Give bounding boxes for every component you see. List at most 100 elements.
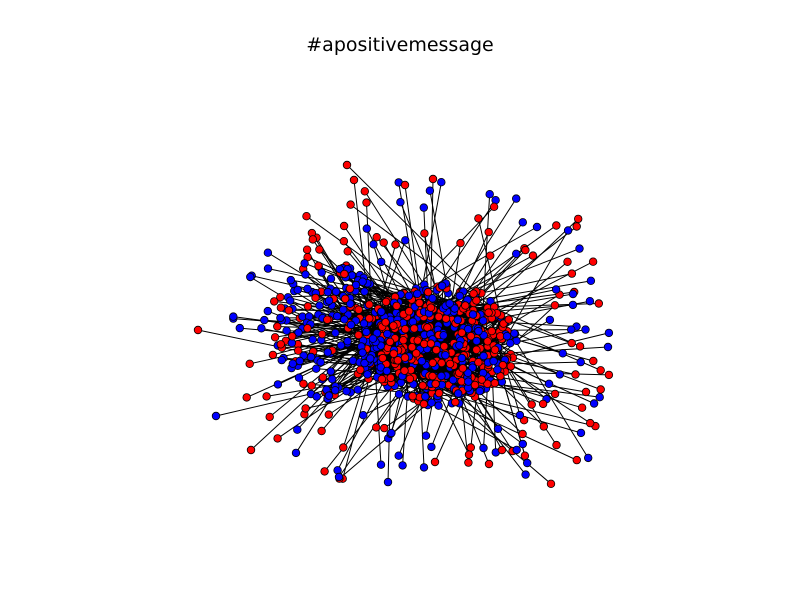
graph-edge: [500, 317, 572, 344]
graph-node-red: [354, 305, 363, 314]
graph-node-blue: [437, 177, 446, 187]
graph-node-blue: [362, 327, 371, 337]
graph-node-blue: [331, 287, 341, 296]
graph-node-blue: [457, 353, 466, 363]
graph-node-red: [270, 333, 280, 342]
graph-node-blue: [263, 264, 273, 273]
graph-node-blue: [595, 393, 604, 402]
graph-node-red: [490, 345, 500, 354]
graph-node-red: [349, 175, 359, 185]
graph-node-red: [423, 287, 433, 297]
graph-node-red: [302, 245, 312, 254]
graph-node-blue: [358, 277, 367, 286]
graph-node-red: [343, 247, 352, 256]
graph-node-red: [434, 388, 444, 398]
graph-node-red: [474, 358, 483, 367]
graph-node-blue: [563, 226, 573, 235]
graph-node-red: [294, 346, 303, 355]
graph-node-blue: [263, 306, 272, 316]
graph-node-blue: [316, 358, 325, 367]
graph-node-blue: [428, 294, 437, 303]
graph-node-red: [466, 443, 475, 452]
graph-node-blue: [404, 291, 414, 300]
graph-node-red: [276, 293, 285, 302]
graph-node-blue: [301, 270, 310, 279]
graph-node-red: [574, 214, 583, 224]
graph-node-red: [483, 337, 492, 346]
graph-node-red: [380, 423, 389, 433]
graph-node-blue: [396, 197, 405, 207]
graph-node-red: [586, 418, 595, 428]
graph-node-blue: [434, 401, 443, 410]
graph-node-red: [594, 299, 603, 308]
graph-node-blue: [421, 431, 431, 440]
graph-node-blue: [277, 355, 286, 365]
graph-node-red: [581, 387, 591, 397]
graph-node-blue: [312, 392, 321, 401]
graph-node-red: [472, 345, 481, 354]
graph-node-blue: [502, 332, 512, 341]
graph-node-red: [302, 211, 311, 221]
graph-node-blue: [363, 370, 372, 379]
graph-node-red: [538, 399, 548, 409]
graph-node-blue: [584, 453, 593, 463]
graph-node-red: [504, 315, 513, 324]
graph-node-red: [567, 338, 576, 348]
graph-node-red: [575, 342, 585, 351]
graph-node-blue: [475, 386, 484, 396]
graph-node-red: [401, 325, 410, 334]
graph-node-red: [410, 324, 419, 333]
graph-node-red: [245, 359, 254, 368]
graph-node-blue: [260, 315, 269, 325]
graph-node-blue: [479, 316, 488, 325]
graph-node-red: [426, 339, 436, 348]
graph-node-blue: [326, 367, 335, 376]
graph-node-red: [466, 332, 476, 341]
graph-node-blue: [604, 328, 614, 338]
graph-node-red: [440, 342, 449, 351]
graph-node-red: [469, 289, 478, 298]
graph-node-red: [589, 356, 598, 366]
graph-node-red: [311, 293, 320, 303]
graph-node-red: [315, 245, 324, 254]
graph-node-red: [317, 330, 327, 339]
graph-node-blue: [489, 356, 498, 366]
graph-node-blue: [589, 399, 599, 408]
graph-node-blue: [257, 324, 266, 333]
graph-node-blue: [419, 463, 429, 472]
graph-node-red: [552, 440, 561, 450]
graph-node-red: [572, 222, 581, 231]
graph-node-blue: [360, 358, 369, 368]
graph-node-red: [389, 349, 398, 358]
graph-node-blue: [300, 259, 309, 268]
graph-node-red: [596, 366, 605, 375]
graph-node-blue: [359, 319, 369, 328]
graph-node-red: [428, 371, 437, 381]
graph-node-blue: [353, 385, 362, 394]
graph-node-red: [552, 221, 561, 230]
graph-node-blue: [454, 389, 463, 398]
graph-node-red: [539, 422, 548, 431]
graph-node-blue: [576, 428, 586, 438]
graph-node-red: [571, 370, 580, 379]
graph-node-blue: [372, 328, 382, 338]
graph-edge: [477, 218, 502, 318]
graph-node-blue: [586, 276, 596, 285]
graph-node-red: [506, 362, 516, 371]
graph-node-red: [520, 451, 530, 460]
graph-node-blue: [276, 313, 285, 323]
graph-node-blue: [235, 323, 244, 333]
graph-node-red: [528, 251, 538, 260]
graph-node-red: [303, 302, 313, 311]
graph-node-blue: [368, 334, 378, 343]
graph-node-red: [550, 389, 560, 399]
graph-node-red: [377, 375, 387, 384]
graph-node-blue: [291, 448, 301, 458]
graph-node-red: [419, 399, 429, 409]
graph-node-blue: [360, 287, 369, 296]
graph-node-red: [339, 221, 349, 231]
graph-node-blue: [401, 236, 410, 245]
graph-node-red: [345, 284, 355, 293]
graph-node-blue: [479, 443, 488, 453]
